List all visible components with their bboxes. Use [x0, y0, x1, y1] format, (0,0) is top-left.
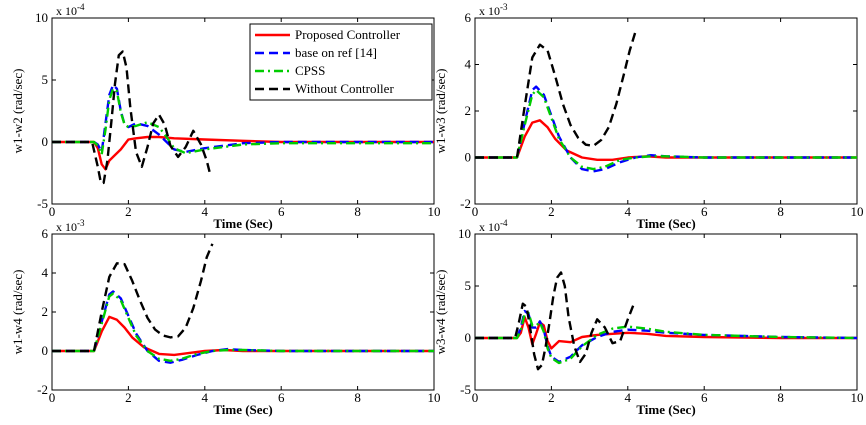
- y-tick-label: 0: [42, 134, 49, 149]
- axis-exponent: x 10-4: [479, 218, 508, 234]
- legend-box: [249, 23, 433, 101]
- legend-label: base on ref [14]: [295, 45, 377, 60]
- axis-exponent: x 10-4: [56, 2, 85, 18]
- y-tick-label: 0: [465, 330, 472, 345]
- x-axis-label: Time (Sec): [213, 402, 272, 417]
- exponent-power: -3: [500, 2, 508, 12]
- y-tick-label: 0: [465, 150, 472, 165]
- series-line-cpss: [52, 292, 434, 362]
- y-tick-label: -5: [460, 382, 471, 397]
- legend-label: Without Controller: [295, 81, 394, 96]
- x-tick-label: 4: [625, 204, 632, 219]
- exponent-power: -4: [500, 218, 508, 228]
- x-tick-label: 4: [625, 390, 632, 405]
- exponent-base: x 10: [56, 220, 77, 234]
- y-axis-label: w1-w2 (rad/sec): [10, 69, 25, 154]
- x-tick-label: 8: [777, 204, 784, 219]
- x-tick-label: 6: [278, 390, 285, 405]
- x-tick-label: 4: [202, 390, 209, 405]
- exponent-base: x 10: [479, 220, 500, 234]
- axes-box: [474, 17, 858, 205]
- x-tick-label: 2: [548, 204, 555, 219]
- exponent-power: -4: [77, 2, 85, 12]
- x-tick-label: 10: [428, 390, 441, 405]
- series-line-cpss: [475, 311, 857, 365]
- y-axis-label: w1-w3 (rad/sec): [433, 69, 448, 154]
- exponent-power: -3: [77, 218, 85, 228]
- x-tick-label: 10: [851, 204, 864, 219]
- series-line-without-controller: [52, 50, 212, 185]
- y-tick-label: 5: [42, 72, 49, 87]
- y-tick-label: -5: [37, 196, 48, 211]
- exponent-base: x 10: [479, 4, 500, 18]
- y-tick-label: 10: [458, 226, 471, 241]
- x-axis-label: Time (Sec): [636, 216, 695, 231]
- axis-exponent: x 10-3: [479, 2, 508, 18]
- x-axis-label: Time (Sec): [636, 402, 695, 417]
- x-tick-label: 2: [125, 390, 132, 405]
- x-tick-label: 6: [278, 204, 285, 219]
- series-line-base-on-ref-14: [52, 83, 434, 154]
- y-tick-label: 2: [465, 103, 472, 118]
- y-tick-label: 4: [42, 265, 49, 280]
- axes-box: [474, 233, 858, 391]
- x-tick-label: 0: [472, 204, 479, 219]
- y-tick-label: 2: [42, 304, 49, 319]
- series-line-proposed-controller: [52, 135, 434, 171]
- y-tick-label: -2: [37, 382, 48, 397]
- x-tick-label: 10: [428, 204, 441, 219]
- y-axis-label: w1-w4 (rad/sec): [10, 270, 25, 355]
- x-tick-label: 0: [49, 204, 56, 219]
- legend: Proposed Controller base on ref [14] CPSS W…: [249, 23, 433, 101]
- x-tick-label: 2: [548, 390, 555, 405]
- x-tick-label: 0: [49, 390, 56, 405]
- legend-label: CPSS: [295, 63, 325, 78]
- x-tick-label: 6: [701, 204, 708, 219]
- x-axis-label: Time (Sec): [213, 216, 272, 231]
- y-tick-label: 0: [42, 343, 49, 358]
- y-tick-label: 6: [465, 10, 472, 25]
- x-tick-label: 8: [354, 204, 361, 219]
- y-tick-label: 4: [465, 57, 472, 72]
- x-tick-label: 4: [202, 204, 209, 219]
- legend-label: Proposed Controller: [295, 27, 401, 42]
- axis-exponent: x 10-3: [56, 218, 85, 234]
- series-line-proposed-controller: [475, 316, 857, 350]
- x-tick-label: 6: [701, 390, 708, 405]
- y-tick-label: 6: [42, 226, 49, 241]
- x-tick-label: 8: [354, 390, 361, 405]
- series-line-without-controller: [475, 271, 635, 371]
- series-line-base-on-ref-14: [52, 290, 434, 364]
- series-line-without-controller: [475, 31, 637, 159]
- x-tick-label: 10: [851, 390, 864, 405]
- y-tick-label: 5: [465, 278, 472, 293]
- y-tick-label: -2: [460, 196, 471, 211]
- x-tick-label: 8: [777, 390, 784, 405]
- y-tick-label: 10: [35, 10, 48, 25]
- x-tick-label: 2: [125, 204, 132, 219]
- exponent-base: x 10: [56, 4, 77, 18]
- x-tick-label: 0: [472, 390, 479, 405]
- y-axis-label: w3-w4 (rad/sec): [433, 270, 448, 355]
- axes-box: [51, 233, 435, 391]
- series-line-cpss: [475, 88, 857, 171]
